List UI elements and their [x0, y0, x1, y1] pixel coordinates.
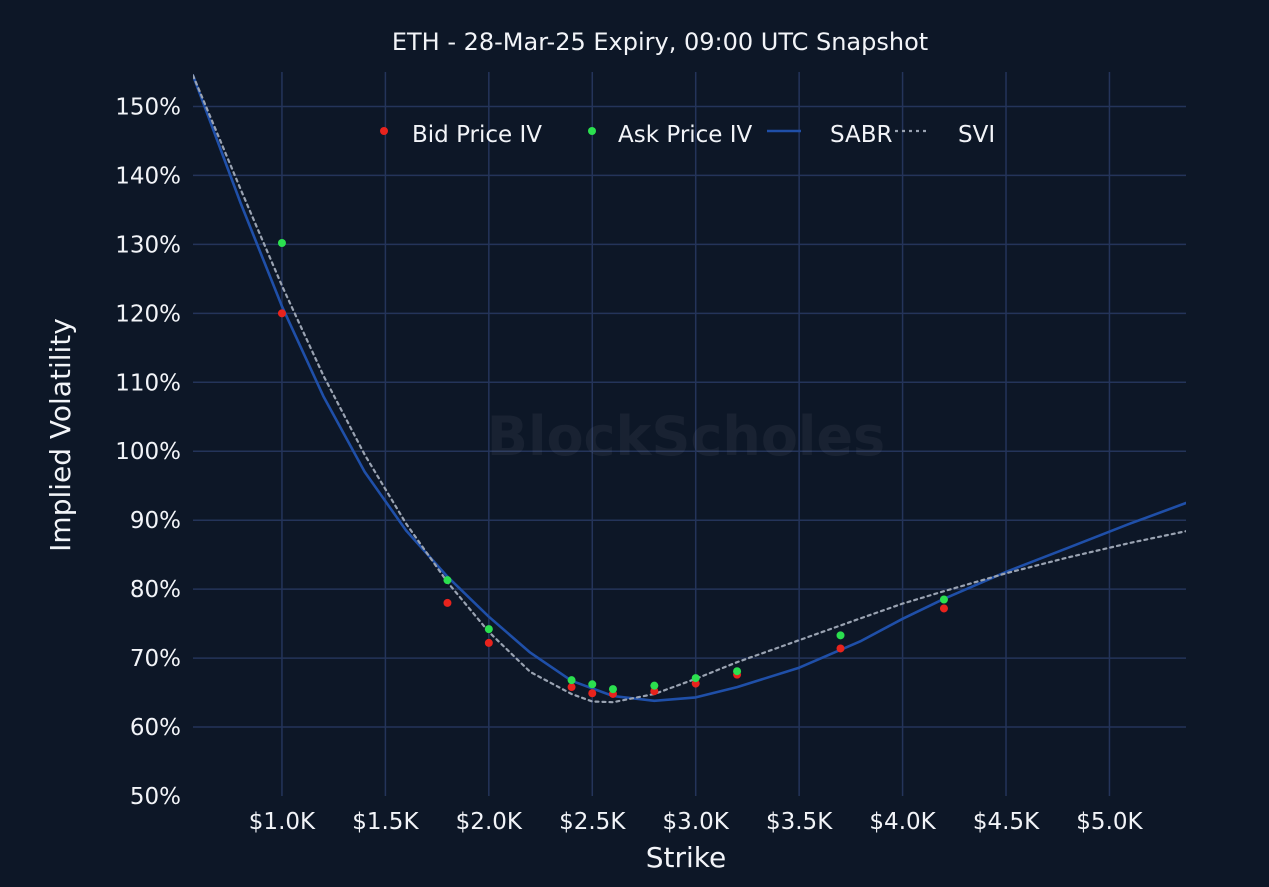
chart-title: ETH - 28-Mar-25 Expiry, 09:00 UTC Snapsh…	[392, 28, 928, 56]
data-point-ask-price-iv	[650, 681, 659, 690]
data-point-ask-price-iv	[588, 680, 597, 689]
y-tick-label: 130%	[115, 232, 181, 258]
data-point-ask-price-iv	[484, 625, 493, 634]
y-tick-label: 120%	[115, 301, 181, 327]
y-axis-ticks: 50% 60% 70% 80% 90% 100% 110% 120% 130% 140% 150%	[115, 94, 181, 810]
x-tick-label: $2.5K	[559, 809, 626, 835]
grid	[193, 72, 1186, 796]
data-point-bid-price-iv	[650, 687, 659, 696]
watermark: BlockScholes	[487, 405, 885, 468]
x-axis-ticks: $1.0K $1.5K $2.0K $2.5K $3.0K $3.5K $4.0K $4.5K…	[249, 809, 1144, 835]
data-point-bid-price-iv	[588, 689, 597, 698]
legend-label-ask-price-iv: Ask Price IV	[618, 122, 753, 148]
y-tick-label: 100%	[115, 439, 181, 465]
x-tick-label: $3.5K	[766, 809, 833, 835]
y-tick-label: 60%	[130, 715, 181, 741]
x-axis-label: Strike	[646, 841, 727, 874]
data-point-ask-price-iv	[277, 239, 286, 248]
x-tick-label: $1.0K	[249, 809, 316, 835]
data-point-ask-price-iv	[691, 674, 700, 683]
data-point-ask-price-iv	[733, 667, 742, 676]
y-tick-label: 110%	[115, 370, 181, 396]
data-point-bid-price-iv	[443, 598, 452, 607]
legend-marker-ask-price-iv	[588, 127, 596, 135]
y-tick-label: 80%	[130, 577, 181, 603]
series-line-svi	[193, 74, 1186, 704]
x-tick-label: $1.5K	[352, 809, 419, 835]
legend-marker-bid-price-iv	[380, 127, 388, 135]
data-point-bid-price-iv	[691, 679, 700, 688]
y-tick-label: 90%	[130, 508, 181, 534]
y-tick-label: 150%	[115, 94, 181, 120]
y-axis-label: Implied Volatility	[44, 318, 77, 552]
data-point-ask-price-iv	[443, 576, 452, 585]
legend-label-svi: SVI	[958, 122, 995, 148]
legend-label-bid-price-iv: Bid Price IV	[412, 122, 542, 148]
y-tick-label: 50%	[130, 784, 181, 810]
y-tick-label: 70%	[130, 646, 181, 672]
legend-label-sabr: SABR	[830, 122, 893, 148]
x-tick-label: $4.5K	[973, 809, 1040, 835]
data-point-ask-price-iv	[608, 685, 617, 694]
data-point-bid-price-iv	[277, 309, 286, 318]
data-point-ask-price-iv	[836, 631, 845, 640]
data-point-bid-price-iv	[836, 644, 845, 653]
data-point-ask-price-iv	[939, 595, 948, 604]
y-tick-label: 140%	[115, 163, 181, 189]
data-point-bid-price-iv	[939, 604, 948, 613]
data-point-bid-price-iv	[484, 638, 493, 647]
data-point-ask-price-iv	[567, 676, 576, 685]
plot-area	[193, 74, 1186, 704]
legend: Bid Price IV Ask Price IV SABR SVI	[380, 122, 995, 148]
data-point-bid-price-iv	[567, 683, 576, 692]
x-tick-label: $2.0K	[456, 809, 523, 835]
x-tick-label: $3.0K	[663, 809, 730, 835]
x-tick-label: $5.0K	[1076, 809, 1143, 835]
x-tick-label: $4.0K	[869, 809, 936, 835]
